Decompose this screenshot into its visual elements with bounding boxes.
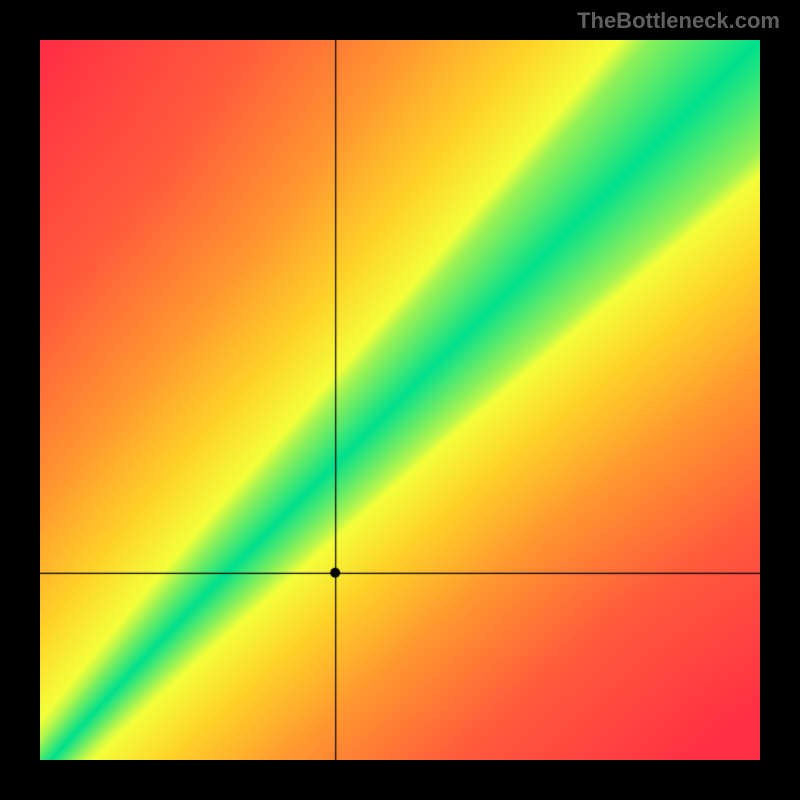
heatmap-canvas [40,40,760,760]
watermark-text: TheBottleneck.com [577,8,780,34]
heatmap-chart [40,40,760,760]
chart-container: TheBottleneck.com [0,0,800,800]
